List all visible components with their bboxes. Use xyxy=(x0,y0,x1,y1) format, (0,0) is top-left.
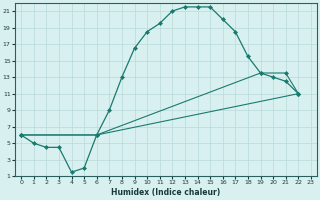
X-axis label: Humidex (Indice chaleur): Humidex (Indice chaleur) xyxy=(111,188,221,197)
